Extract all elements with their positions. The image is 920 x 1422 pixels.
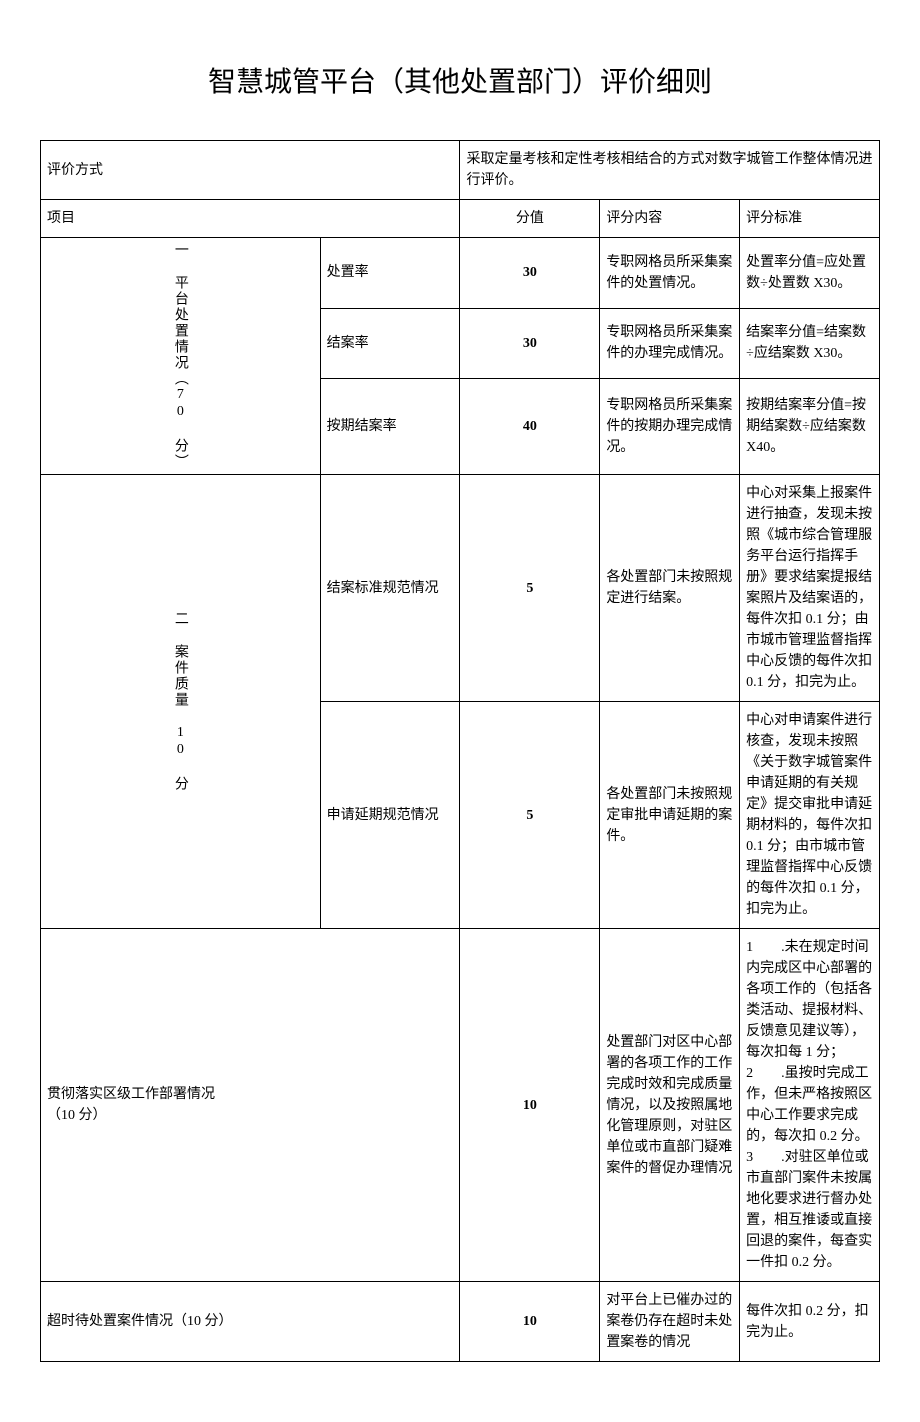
standard-item: 1 .未在规定时间内完成区中心部署的各项工作的（包括各类活动、提报材料、反馈意见… (746, 937, 873, 1063)
row-name: 申请延期规范情况 (320, 702, 460, 929)
row-score: 30 (460, 308, 600, 379)
header-project: 项目 (41, 200, 460, 238)
row-score: 40 (460, 379, 600, 475)
row-score: 10 (460, 929, 600, 1282)
row-score: 5 (460, 475, 600, 702)
section2-label: 二 案件质量 10 分 (41, 475, 321, 929)
header-score: 分值 (460, 200, 600, 238)
row-content: 各处置部门未按照规定进行结案。 (600, 475, 740, 702)
section4-name: 超时待处置案件情况（10 分） (41, 1282, 460, 1362)
row-name: 按期结案率 (320, 379, 460, 475)
row-content: 对平台上已催办过的案卷仍存在超时未处置案卷的情况 (600, 1282, 740, 1362)
section3-name: 贯彻落实区级工作部署情况 （10 分） (41, 929, 460, 1282)
standard-item: 3 .对驻区单位或市直部门案件未按属地化要求进行督办处置，相互推诿或直接回退的案… (746, 1147, 873, 1273)
row-name: 结案标准规范情况 (320, 475, 460, 702)
section1-label: 一 平台处置情况（70 分） (41, 238, 321, 475)
row-content: 专职网格员所采集案件的按期办理完成情况。 (600, 379, 740, 475)
row-standard: 1 .未在规定时间内完成区中心部署的各项工作的（包括各类活动、提报材料、反馈意见… (740, 929, 880, 1282)
method-label: 评价方式 (41, 141, 460, 200)
evaluation-table: 评价方式 采取定量考核和定性考核相结合的方式对数字城管工作整体情况进行评价。 项… (40, 140, 880, 1362)
table-row: 贯彻落实区级工作部署情况 （10 分） 10 处置部门对区中心部署的各项工作的工… (41, 929, 880, 1282)
row-content: 各处置部门未按照规定审批申请延期的案件。 (600, 702, 740, 929)
method-value: 采取定量考核和定性考核相结合的方式对数字城管工作整体情况进行评价。 (460, 141, 880, 200)
page-title: 智慧城管平台（其他处置部门）评价细则 (40, 60, 880, 100)
row-name: 处置率 (320, 238, 460, 309)
row-content: 专职网格员所采集案件的办理完成情况。 (600, 308, 740, 379)
row-standard: 中心对采集上报案件进行抽查，发现未按照《城市综合管理服务平台运行指挥手册》要求结… (740, 475, 880, 702)
row-score: 30 (460, 238, 600, 309)
row-standard: 结案率分值=结案数÷应结案数 X30。 (740, 308, 880, 379)
header-standard: 评分标准 (740, 200, 880, 238)
header-row: 项目 分值 评分内容 评分标准 (41, 200, 880, 238)
row-name: 结案率 (320, 308, 460, 379)
header-content: 评分内容 (600, 200, 740, 238)
table-row: 二 案件质量 10 分 结案标准规范情况 5 各处置部门未按照规定进行结案。 中… (41, 475, 880, 702)
row-standard: 每件次扣 0.2 分，扣完为止。 (740, 1282, 880, 1362)
table-row: 超时待处置案件情况（10 分） 10 对平台上已催办过的案卷仍存在超时未处置案卷… (41, 1282, 880, 1362)
row-standard: 处置率分值=应处置数÷处置数 X30。 (740, 238, 880, 309)
row-standard: 中心对申请案件进行核查，发现未按照《关于数字城管案件申请延期的有关规定》提交审批… (740, 702, 880, 929)
table-row: 一 平台处置情况（70 分） 处置率 30 专职网格员所采集案件的处置情况。 处… (41, 238, 880, 309)
standard-item: 2 .虽按时完成工作，但未严格按照区中心工作要求完成的，每次扣 0.2 分。 (746, 1063, 873, 1147)
row-score: 10 (460, 1282, 600, 1362)
row-content: 专职网格员所采集案件的处置情况。 (600, 238, 740, 309)
row-score: 5 (460, 702, 600, 929)
row-content: 处置部门对区中心部署的各项工作的工作完成时效和完成质量情况，以及按照属地化管理原… (600, 929, 740, 1282)
method-row: 评价方式 采取定量考核和定性考核相结合的方式对数字城管工作整体情况进行评价。 (41, 141, 880, 200)
row-standard: 按期结案率分值=按期结案数÷应结案数 X40。 (740, 379, 880, 475)
